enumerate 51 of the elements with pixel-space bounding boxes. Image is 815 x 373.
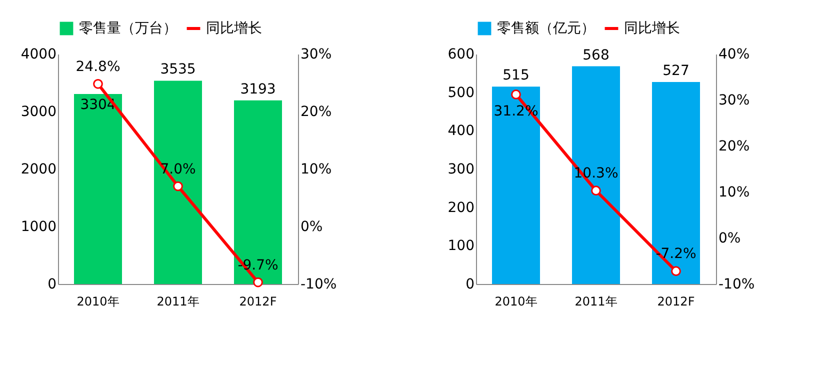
- y-tick-label: 2000: [20, 162, 56, 178]
- data-label: 527: [662, 62, 690, 79]
- y-tick-label: 400: [448, 123, 474, 140]
- y2-tick-label: -10%: [718, 276, 755, 292]
- y2-tick-label: 0%: [300, 219, 323, 235]
- legend-label: 零售额（亿元）: [497, 20, 595, 36]
- point: [511, 90, 521, 100]
- y2-tick-label: 30%: [718, 92, 750, 108]
- y-tick-label: 1000: [20, 219, 56, 235]
- legend-label: 同比增长: [206, 20, 262, 36]
- data-label: 515: [502, 68, 530, 84]
- bar: [492, 86, 540, 284]
- y-tick-label: 200: [448, 200, 474, 216]
- x-tick-label: 2012F: [239, 294, 277, 308]
- y2-tick-label: 30%: [300, 46, 332, 62]
- y-tick-label: 0: [466, 276, 474, 292]
- y2-tick-label: 10%: [718, 184, 750, 200]
- legend-label: 零售量（万台）: [79, 20, 177, 36]
- x-tick-label: 2011年: [156, 294, 200, 308]
- y2-tick-label: 20%: [718, 138, 750, 154]
- point: [93, 78, 103, 89]
- data-label: 3193: [240, 81, 276, 98]
- y-tick-label: 4000: [20, 46, 56, 62]
- x-tick-label: 2012F: [657, 294, 695, 308]
- bar: [572, 66, 620, 284]
- y2-tick-label: -10%: [300, 276, 337, 292]
- point: [253, 277, 263, 288]
- y2-tick-label: 40%: [718, 46, 750, 62]
- y-tick-label: 3000: [20, 104, 56, 120]
- x-tick-label: 2010年: [76, 294, 120, 308]
- y-tick-label: 100: [448, 238, 474, 254]
- legend-label: 同比增长: [624, 20, 680, 36]
- y-tick-label: 500: [448, 84, 474, 101]
- x-tick-label: 2010年: [494, 294, 538, 308]
- data-label: 568: [582, 47, 610, 64]
- data-label: 3535: [160, 62, 196, 78]
- y2-tick-label: 20%: [300, 104, 332, 120]
- y-tick-label: 600: [448, 46, 474, 62]
- bar: [234, 100, 282, 284]
- point: [671, 266, 681, 276]
- point: [591, 186, 601, 196]
- y2-tick-label: 0%: [718, 230, 741, 246]
- point: [173, 181, 183, 192]
- y-tick-label: 300: [448, 162, 474, 178]
- y2-tick-label: 10%: [300, 162, 332, 178]
- data-label: 24.8%: [76, 58, 120, 75]
- bar: [154, 80, 202, 284]
- bar: [74, 94, 122, 284]
- y-tick-label: 0: [48, 276, 56, 292]
- bar: [652, 82, 700, 284]
- x-tick-label: 2011年: [574, 294, 618, 308]
